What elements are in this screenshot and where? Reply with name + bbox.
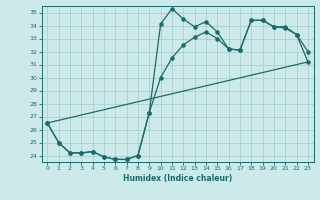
X-axis label: Humidex (Indice chaleur): Humidex (Indice chaleur): [123, 174, 232, 183]
